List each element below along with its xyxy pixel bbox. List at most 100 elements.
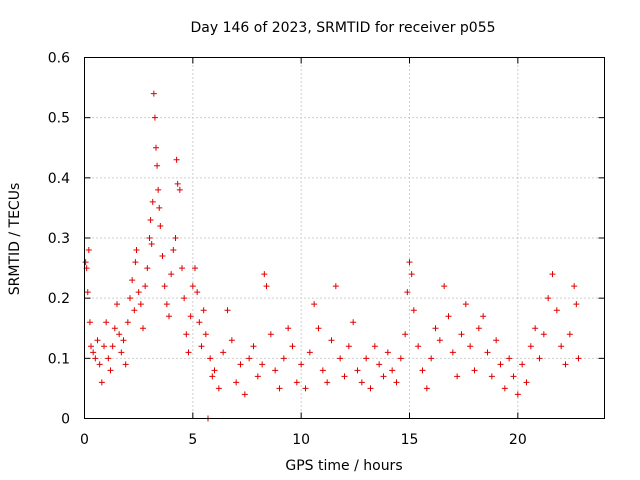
- x-tick-label: 5: [188, 432, 197, 448]
- data-point: [389, 367, 396, 374]
- data-point: [573, 301, 580, 308]
- data-point: [328, 337, 335, 344]
- data-point: [109, 343, 116, 350]
- data-point: [250, 343, 257, 350]
- data-point: [406, 259, 413, 266]
- data-point: [118, 349, 125, 356]
- data-point: [185, 349, 192, 356]
- data-point: [111, 325, 118, 332]
- data-point: [228, 337, 235, 344]
- data-point: [211, 367, 218, 374]
- data-point: [445, 313, 452, 320]
- data-point: [566, 331, 573, 338]
- data-point: [233, 379, 240, 386]
- data-point: [124, 319, 131, 326]
- x-tick-labels: 0 5 10 15 20: [80, 432, 527, 448]
- data-point: [493, 337, 500, 344]
- chart-title: Day 146 of 2023, SRMTID for receiver p05…: [190, 20, 495, 36]
- y-tick-label: 0.6: [48, 51, 70, 67]
- data-point: [94, 337, 101, 344]
- data-point: [215, 385, 222, 392]
- data-point: [241, 391, 248, 398]
- data-point: [202, 331, 209, 338]
- data-point: [98, 379, 105, 386]
- y-tick-label: 0.1: [48, 351, 70, 367]
- data-point: [428, 355, 435, 362]
- data-point: [571, 283, 578, 290]
- data-point: [415, 343, 422, 350]
- data-point: [82, 259, 89, 266]
- x-tick-label: 15: [401, 432, 419, 448]
- data-point: [549, 271, 556, 278]
- data-point: [114, 301, 120, 308]
- y-tick-label: 0.3: [48, 231, 70, 247]
- data-points: [82, 90, 582, 422]
- data-point: [174, 180, 181, 187]
- data-point: [501, 385, 508, 392]
- data-point: [514, 391, 521, 398]
- data-point: [84, 289, 91, 296]
- data-point: [246, 355, 253, 362]
- data-point: [367, 385, 374, 392]
- data-point: [393, 379, 400, 386]
- data-point: [419, 367, 426, 374]
- data-point: [298, 361, 305, 368]
- data-point: [173, 156, 180, 163]
- data-point: [436, 337, 443, 344]
- data-point: [220, 349, 227, 356]
- data-point: [354, 367, 361, 374]
- data-point: [154, 162, 161, 169]
- data-point: [263, 283, 270, 290]
- data-point: [510, 373, 517, 380]
- data-point: [462, 301, 469, 308]
- data-point: [519, 361, 526, 368]
- data-point: [432, 325, 439, 332]
- data-point: [475, 325, 482, 332]
- y-axis-label: SRMTID / TECUs: [7, 183, 23, 296]
- data-point: [527, 343, 534, 350]
- data-point: [267, 331, 274, 338]
- data-point: [224, 307, 231, 314]
- grid-lines: [84, 57, 605, 419]
- data-point: [293, 379, 300, 386]
- data-point: [150, 90, 157, 97]
- data-point: [259, 361, 266, 368]
- data-point: [261, 271, 268, 278]
- data-point: [135, 289, 142, 296]
- x-tick-label: 10: [292, 432, 310, 448]
- data-point: [163, 301, 170, 308]
- data-point: [285, 325, 292, 332]
- data-point: [350, 319, 357, 326]
- data-point: [532, 325, 539, 332]
- data-point: [189, 283, 196, 290]
- data-point: [105, 355, 112, 362]
- data-point: [200, 307, 207, 314]
- data-point: [404, 289, 411, 296]
- data-point: [122, 361, 129, 368]
- data-point: [149, 198, 156, 205]
- data-point: [280, 355, 287, 362]
- data-point: [423, 385, 430, 392]
- data-point: [140, 325, 146, 332]
- data-point: [107, 367, 114, 374]
- data-point: [545, 295, 552, 302]
- data-point: [132, 259, 139, 266]
- data-point: [176, 186, 183, 193]
- data-point: [575, 355, 582, 362]
- data-point: [168, 271, 175, 278]
- y-tick-label: 0: [61, 412, 70, 428]
- data-point: [103, 319, 110, 326]
- y-tick-label: 0.4: [48, 171, 70, 187]
- data-point: [237, 361, 244, 368]
- data-point: [196, 319, 203, 326]
- data-point: [315, 325, 322, 332]
- data-point: [159, 253, 166, 260]
- data-point: [467, 343, 474, 350]
- data-point: [172, 235, 179, 241]
- data-point: [133, 247, 140, 254]
- data-point: [157, 222, 164, 229]
- data-point: [449, 349, 456, 356]
- data-point: [272, 367, 279, 374]
- data-point: [148, 241, 155, 248]
